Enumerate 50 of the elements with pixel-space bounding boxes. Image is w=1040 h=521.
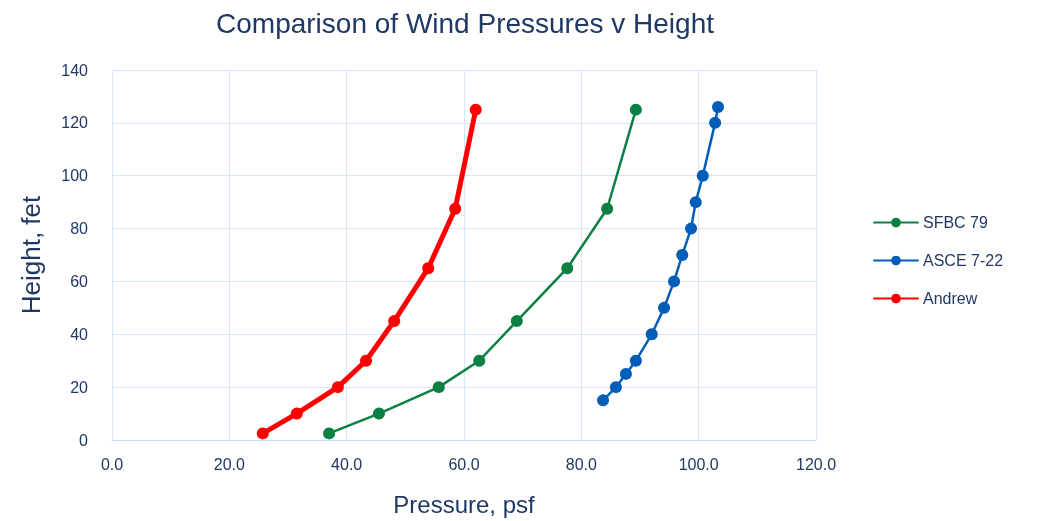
point <box>609 381 622 394</box>
point <box>668 275 681 288</box>
point <box>561 262 574 275</box>
point <box>619 367 632 380</box>
y-tick-label: 120 <box>61 114 89 132</box>
x-tick-label: 0.0 <box>100 455 124 473</box>
x-tick-label: 40.0 <box>331 455 363 473</box>
y-tick-label: 60 <box>70 272 89 290</box>
x-tick-label: 80.0 <box>565 455 598 473</box>
point <box>709 116 722 129</box>
point <box>449 202 462 215</box>
point <box>712 101 725 113</box>
x-tick-label: 120.0 <box>795 455 837 473</box>
y-tick-label: 140 <box>61 61 89 79</box>
y-tick-label: 0 <box>79 431 89 449</box>
x-tick-label: 100.0 <box>678 455 719 473</box>
chart-title: Comparison of Wind Pressures v Height <box>216 7 715 39</box>
y-axis-title: Height, fet <box>16 194 46 315</box>
point <box>601 202 614 215</box>
point <box>432 381 445 394</box>
point <box>685 222 698 235</box>
point <box>676 249 689 261</box>
legend-label: ASCE 7-22 <box>923 252 1004 269</box>
point <box>629 354 642 367</box>
y-tick-label: 100 <box>61 167 89 185</box>
point <box>331 381 344 394</box>
point <box>388 315 401 328</box>
point <box>696 169 709 182</box>
point <box>597 394 610 407</box>
point <box>256 427 269 440</box>
point <box>360 354 373 367</box>
point <box>290 407 303 420</box>
legend-label: Andrew <box>923 290 978 307</box>
y-tick-label: 40 <box>70 325 89 343</box>
x-tick-label: 20.0 <box>213 455 246 473</box>
y-tick-label: 80 <box>70 220 89 238</box>
point <box>372 407 385 420</box>
point <box>645 328 658 341</box>
x-axis-title: Pressure, psf <box>393 490 536 518</box>
point <box>469 103 482 116</box>
point <box>629 103 642 116</box>
point <box>422 262 435 275</box>
legend-label: SFBC 79 <box>923 214 989 231</box>
point <box>658 301 671 314</box>
x-tick-label: 60.0 <box>448 455 480 473</box>
point <box>473 354 486 367</box>
point <box>689 196 702 209</box>
point <box>510 315 523 328</box>
y-tick-label: 20 <box>70 378 89 396</box>
point <box>323 427 336 440</box>
